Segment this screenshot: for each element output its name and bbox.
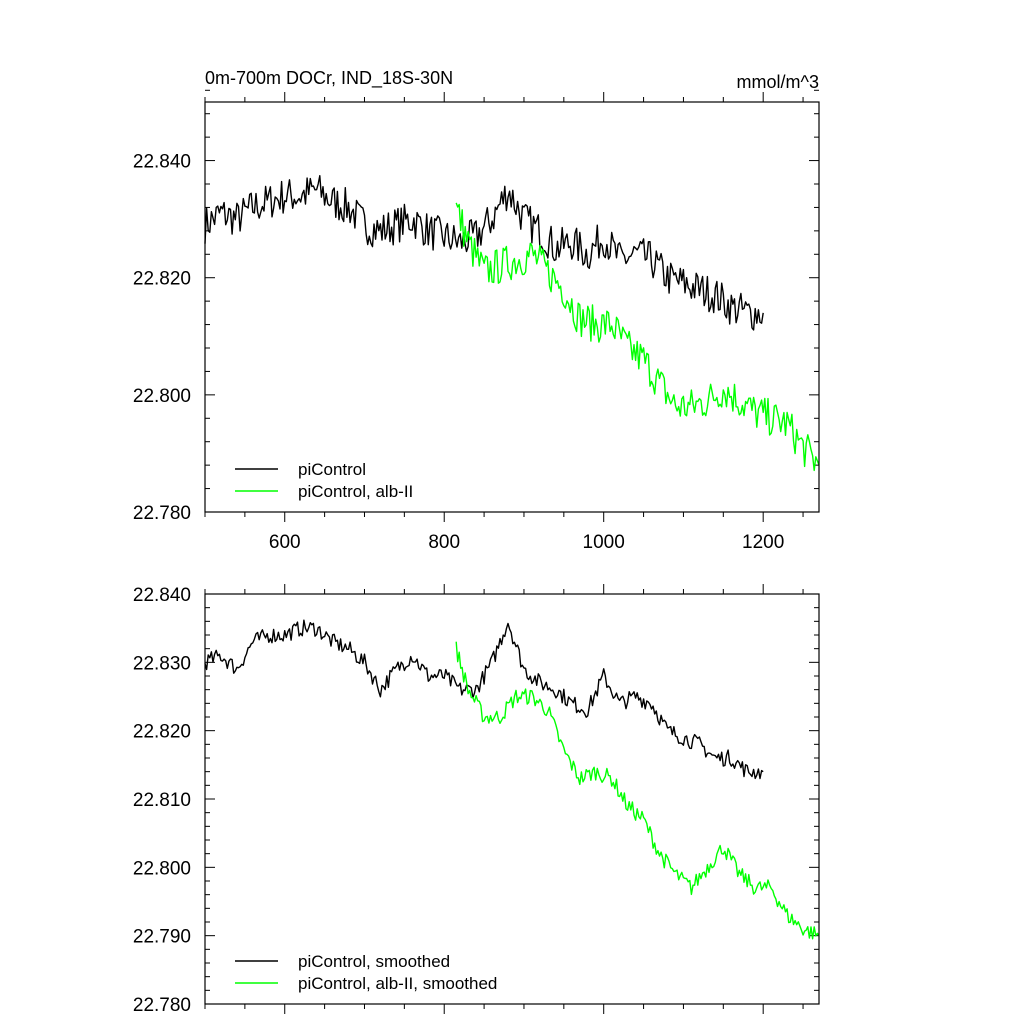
bottom-panel: 22.780 22.790 22.800 22.810 22.820 22.830 22.8… <box>133 584 820 1016</box>
x-tick-label: 600 <box>269 532 301 553</box>
plot-frame <box>204 593 820 1005</box>
series-line-alb-ii <box>455 641 820 940</box>
x-tick-label: 1000 <box>583 532 625 553</box>
y-tick-label: 22.840 <box>133 585 191 606</box>
y-tick-label: 22.820 <box>133 269 191 290</box>
units-label: mmol/m^3 <box>737 72 819 92</box>
x-tick-label: 800 <box>428 532 460 553</box>
y-tick-label: 22.820 <box>133 722 191 743</box>
series-line-picontrol <box>204 619 764 780</box>
legend-label: piControl, smoothed <box>298 952 450 971</box>
chart-title: 0m-700m DOCr, IND_18S-30N <box>205 68 453 89</box>
y-tick-label: 22.810 <box>133 790 191 811</box>
legend-label: piControl, alb-II, smoothed <box>298 974 497 993</box>
y-tick-label: 22.780 <box>133 503 191 524</box>
y-tick-label: 22.800 <box>133 858 191 879</box>
y-tick-label: 22.800 <box>133 386 191 407</box>
y-tick-label: 22.790 <box>133 927 191 948</box>
y-tick-label: 22.840 <box>133 152 191 173</box>
series-line-alb-ii <box>455 202 820 472</box>
legend-label: piControl <box>298 460 366 479</box>
top-panel: 0m-700m DOCr, IND_18S-30N mmol/m^3 600 80… <box>133 68 820 553</box>
y-tick-label: 22.780 <box>133 995 191 1016</box>
series-line-picontrol <box>204 174 764 331</box>
x-tick-label: 1200 <box>742 532 784 553</box>
plot-frame <box>204 101 820 513</box>
legend-label: piControl, alb-II <box>298 482 413 501</box>
y-tick-label: 22.830 <box>133 653 191 674</box>
